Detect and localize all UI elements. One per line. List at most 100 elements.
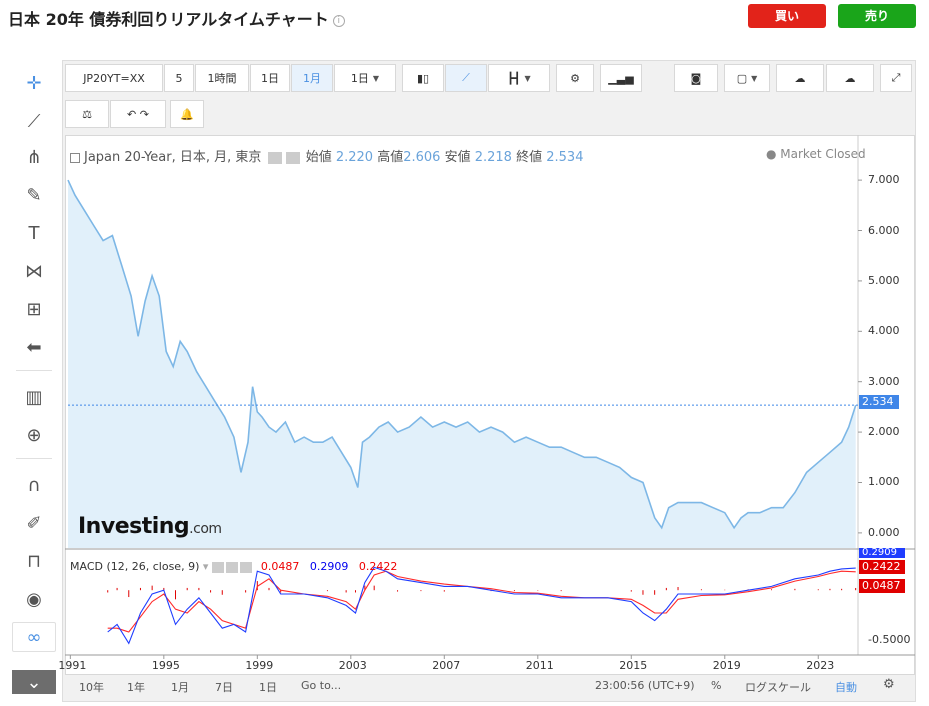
investing-logo: Investing.com — [78, 514, 222, 539]
settings-gear-icon[interactable]: ⚙ — [883, 677, 895, 692]
y-tick-label: 4.000 — [868, 324, 900, 338]
macd-hist-value: 0.0487 — [260, 560, 300, 573]
pattern-icon[interactable]: ⋈ — [25, 260, 43, 282]
fullscreen-icon[interactable]: ⤢ — [880, 64, 912, 92]
magnet-icon[interactable]: ∩ — [27, 474, 41, 496]
macd-legend: MACD (12, 26, close, 9) ▾ 0.0487 0.2909 … — [70, 560, 398, 573]
low-value: 2.218 — [474, 150, 512, 165]
price-area-fill — [68, 180, 856, 548]
legend-name: Japan 20-Year, 日本, 月, 東京 — [84, 150, 262, 165]
interval-select[interactable]: 1日 ▼ — [334, 64, 396, 92]
x-tick-label: 2007 — [432, 659, 461, 672]
interval-1h-button[interactable]: 1時間 — [195, 64, 249, 92]
buy-button[interactable]: 買い — [748, 4, 826, 28]
settings-gear-icon[interactable] — [285, 151, 300, 164]
open-value: 2.220 — [335, 150, 374, 165]
log-scale-toggle[interactable]: ログスケール — [745, 681, 811, 694]
y-tick-label: 1.000 — [868, 475, 900, 489]
bars-style-icon[interactable]: ┣┫ ▼ — [488, 64, 550, 92]
signal-tag: 0.2422 — [859, 560, 905, 574]
range-1y-button[interactable]: 1年 — [127, 681, 145, 694]
alert-bell-icon[interactable]: 🔔 — [170, 100, 204, 128]
text-tool-icon[interactable]: T — [28, 222, 40, 244]
x-tick-label: 1995 — [151, 659, 180, 672]
interval-1d-button[interactable]: 1日 — [250, 64, 290, 92]
settings-gear-icon[interactable]: ⚙ — [556, 64, 594, 92]
zoom-in-icon[interactable]: ⊕ — [26, 424, 42, 446]
y-tick-label: 3.000 — [868, 374, 900, 388]
unlock-icon[interactable]: ⊓ — [26, 550, 42, 572]
macd-line — [107, 566, 856, 645]
range-1d-button[interactable]: 1日 — [259, 681, 277, 694]
eye-icon[interactable]: ◉ — [26, 588, 42, 610]
y-tick-label: 7.000 — [868, 173, 900, 187]
macd-value: 0.2909 — [309, 560, 349, 573]
bottom-bar: 10年 1年 1月 7日 1日 Go to... 23:00:56 (UTC+9… — [65, 676, 915, 696]
area-style-icon[interactable]: ⟋ — [445, 64, 487, 92]
settings-gear-icon[interactable] — [225, 561, 238, 573]
open-label: 始値 — [305, 150, 332, 165]
scale-icon[interactable]: ⚖ — [65, 100, 109, 128]
info-icon[interactable]: i — [332, 14, 345, 27]
page-title: 日本 20年 債券利回りリアルタイムチャート i — [8, 6, 345, 30]
indicators-icon[interactable]: ▁▃▅ — [600, 64, 642, 92]
collapse-icon[interactable] — [70, 152, 80, 163]
sell-button[interactable]: 売り — [838, 4, 916, 28]
cloud-upload-icon[interactable]: ☁ — [826, 64, 874, 92]
close-value: 2.534 — [546, 150, 584, 165]
crosshair-icon[interactable]: ✛ — [26, 72, 42, 94]
auto-scale-toggle[interactable]: 自動 — [835, 681, 857, 694]
macd-signal-line — [107, 570, 856, 633]
goto-button[interactable]: Go to... — [301, 679, 342, 692]
arrow-left-icon[interactable]: ⬅ — [26, 336, 42, 358]
close-label: 終値 — [516, 150, 543, 165]
macd-tag: 0.2909 — [859, 548, 905, 558]
candles-style-icon[interactable]: ▮▯ — [402, 64, 444, 92]
y-tick-label: 6.000 — [868, 223, 900, 237]
legend: Japan 20-Year, 日本, 月, 東京 始値 2.220 高値2.60… — [70, 146, 583, 165]
x-tick-label: 2011 — [525, 659, 554, 672]
y-tick-label: 5.000 — [868, 273, 900, 287]
x-tick-label: 1999 — [245, 659, 274, 672]
lock-drawing-icon[interactable]: ✐ — [26, 512, 42, 534]
high-value: 2.606 — [403, 150, 441, 165]
color-picker[interactable]: ▢ ▼ — [724, 64, 770, 92]
x-tick-label: 1991 — [58, 659, 87, 672]
macd-label: MACD (12, 26, close, 9) — [70, 560, 200, 573]
range-7d-button[interactable]: 7日 — [215, 681, 233, 694]
macd-y-tick: -0.5000 — [868, 633, 911, 646]
toolbar-divider — [16, 458, 52, 459]
undo-redo-buttons[interactable]: ↶ ↷ — [110, 100, 166, 128]
candles-icon[interactable]: ▥ — [25, 386, 43, 408]
x-tick-label: 2019 — [712, 659, 741, 672]
brush-icon[interactable]: ✎ — [26, 184, 42, 206]
x-tick-label: 2023 — [806, 659, 835, 672]
y-tick-label: 2.000 — [868, 425, 900, 439]
link-icon[interactable]: ∞ — [12, 622, 56, 652]
range-10y-button[interactable]: 10年 — [79, 681, 104, 694]
time-display: 23:00:56 (UTC+9) — [595, 679, 695, 692]
chevron-down-icon[interactable]: ⌄ — [12, 670, 56, 694]
high-label: 高値 — [377, 150, 404, 165]
range-1m-button[interactable]: 1月 — [171, 681, 189, 694]
percent-toggle[interactable]: % — [711, 679, 722, 692]
market-status: ● Market Closed — [766, 147, 866, 161]
low-label: 安値 — [444, 150, 471, 165]
cloud-download-icon[interactable]: ☁ — [776, 64, 824, 92]
close-icon[interactable] — [239, 561, 252, 573]
symbol-input[interactable]: JP20YT=XX — [65, 64, 163, 92]
measure-icon[interactable]: ⊞ — [26, 298, 42, 320]
trend-line-icon[interactable]: ⟋ — [27, 110, 41, 132]
camera-icon[interactable]: ◙ — [674, 64, 718, 92]
x-tick-label: 2003 — [338, 659, 367, 672]
eye-toggle-icon[interactable] — [211, 561, 224, 573]
eye-toggle-icon[interactable] — [267, 151, 282, 164]
signal-value: 0.2422 — [358, 560, 398, 573]
price-series-line — [67, 179, 857, 530]
interval-5-button[interactable]: 5 — [164, 64, 194, 92]
hist-tag: 0.0487 — [859, 579, 905, 593]
drawing-toolbar: ✛ ⟋ ⋔ ✎ T ⋈ ⊞ ⬅ ▥ ⊕ ∩ ✐ ⊓ ◉ ∞ ⌄ — [12, 62, 56, 702]
pitchfork-icon[interactable]: ⋔ — [26, 146, 42, 168]
interval-1m-button[interactable]: 1月 — [291, 64, 333, 92]
